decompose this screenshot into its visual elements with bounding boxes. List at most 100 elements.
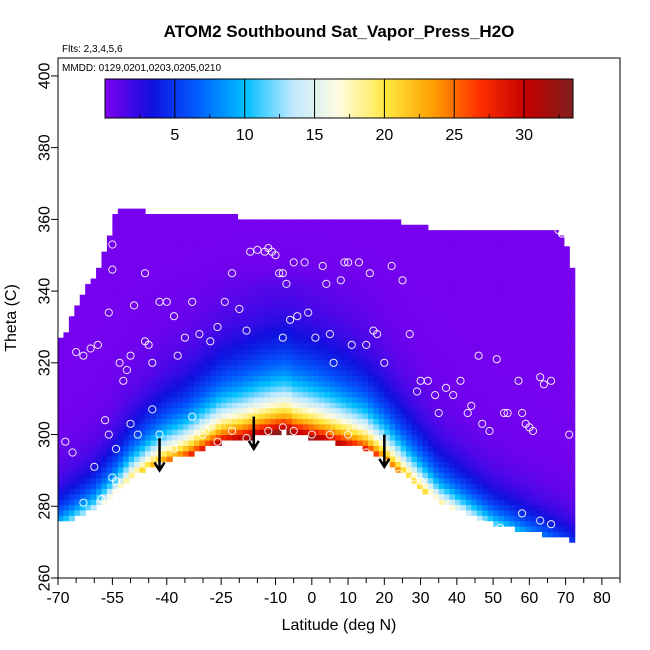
heatmap-cell bbox=[542, 337, 549, 344]
heatmap-cell bbox=[68, 343, 75, 350]
heatmap-cell bbox=[324, 219, 331, 226]
heatmap-cell bbox=[552, 343, 559, 350]
heatmap-cell bbox=[476, 499, 483, 506]
heatmap-cell bbox=[558, 321, 565, 328]
heatmap-cell bbox=[471, 402, 478, 409]
heatmap-cell bbox=[509, 509, 516, 516]
heatmap-cell bbox=[340, 343, 347, 350]
heatmap-cell bbox=[514, 326, 521, 333]
heatmap-cell bbox=[302, 289, 309, 296]
heatmap-cell bbox=[302, 267, 309, 274]
heatmap-cell bbox=[335, 246, 342, 253]
heatmap-cell bbox=[329, 402, 336, 409]
heatmap-cell bbox=[85, 413, 92, 420]
observation-point bbox=[275, 269, 284, 278]
heatmap-cell bbox=[455, 230, 462, 237]
heatmap-cell bbox=[302, 332, 309, 339]
plot-frame bbox=[57, 57, 621, 579]
heatmap-cell bbox=[465, 370, 472, 376]
heatmap-cell bbox=[308, 283, 315, 290]
heatmap-cell bbox=[106, 262, 113, 269]
heatmap-cell bbox=[172, 224, 179, 231]
heatmap-cell bbox=[270, 370, 277, 376]
heatmap-cell bbox=[101, 423, 108, 430]
heatmap-cell bbox=[242, 310, 249, 317]
heatmap-cell bbox=[471, 305, 478, 312]
heatmap-cell bbox=[85, 364, 92, 371]
heatmap-cell bbox=[357, 337, 364, 344]
heatmap-cell bbox=[395, 370, 402, 376]
heatmap-cell bbox=[199, 273, 206, 280]
heatmap-cell bbox=[264, 273, 271, 280]
heatmap-cell bbox=[253, 273, 260, 280]
heatmap-cell bbox=[193, 380, 201, 387]
heatmap-cell bbox=[183, 407, 190, 414]
heatmap-cell bbox=[183, 267, 190, 274]
heatmap-cell bbox=[291, 240, 298, 247]
heatmap-cell bbox=[438, 439, 445, 446]
heatmap-cell bbox=[188, 380, 195, 387]
heatmap-cell bbox=[106, 240, 113, 247]
heatmap-cell bbox=[155, 407, 162, 414]
heatmap-cell bbox=[416, 224, 423, 231]
x-tick-label: -55 bbox=[101, 590, 124, 607]
heatmap-cell bbox=[351, 434, 358, 441]
heatmap-cell bbox=[280, 230, 288, 237]
heatmap-cell bbox=[487, 278, 494, 285]
observation-point bbox=[528, 426, 538, 436]
heatmap-cell bbox=[351, 257, 358, 264]
heatmap-cell bbox=[215, 321, 222, 328]
heatmap-cell bbox=[427, 348, 434, 355]
heatmap-cell bbox=[340, 337, 347, 344]
heatmap-cell bbox=[455, 499, 462, 506]
heatmap-cell bbox=[101, 375, 108, 382]
heatmap-cell bbox=[123, 418, 130, 425]
x-tick-label: -25 bbox=[210, 590, 233, 607]
heatmap-cell bbox=[145, 230, 152, 237]
heatmap-cell bbox=[308, 386, 315, 393]
heatmap-cell bbox=[302, 300, 309, 307]
heatmap-cell bbox=[123, 300, 130, 307]
observation-point bbox=[441, 383, 451, 392]
heatmap-cell bbox=[411, 305, 418, 312]
heatmap-cell bbox=[286, 418, 293, 425]
heatmap-cell bbox=[498, 439, 505, 446]
heatmap-cell bbox=[128, 418, 135, 425]
heatmap-cell bbox=[487, 305, 494, 312]
heatmap-cell bbox=[79, 337, 86, 344]
heatmap-cell bbox=[406, 380, 413, 387]
colorbar-segment bbox=[366, 79, 371, 118]
heatmap-cell bbox=[525, 326, 532, 333]
heatmap-cell bbox=[193, 364, 201, 371]
heatmap-cell bbox=[101, 391, 108, 398]
heatmap-cell bbox=[400, 391, 407, 398]
heatmap-cell bbox=[275, 267, 282, 274]
heatmap-cell bbox=[552, 337, 559, 344]
heatmap-cell bbox=[460, 450, 467, 457]
heatmap-cell bbox=[155, 370, 162, 376]
heatmap-cell bbox=[427, 240, 434, 247]
heatmap-cell bbox=[558, 434, 565, 441]
heatmap-cell bbox=[221, 429, 228, 436]
heatmap-cell bbox=[476, 305, 483, 312]
heatmap-cell bbox=[552, 445, 559, 452]
heatmap-cell bbox=[340, 294, 347, 301]
heatmap-cell bbox=[368, 380, 375, 387]
heatmap-cell bbox=[161, 413, 168, 420]
heatmap-cell bbox=[286, 407, 293, 414]
observation-point bbox=[79, 351, 88, 360]
heatmap-cell bbox=[400, 380, 407, 387]
heatmap-cell bbox=[155, 240, 162, 247]
heatmap-cell bbox=[324, 273, 331, 280]
heatmap-cell bbox=[542, 450, 549, 457]
heatmap-cell bbox=[193, 305, 201, 312]
heatmap-cell bbox=[525, 402, 532, 409]
heatmap-cell bbox=[253, 305, 260, 312]
colorbar-frame bbox=[104, 78, 574, 119]
heatmap-cell bbox=[117, 208, 124, 215]
heatmap-cell bbox=[199, 294, 206, 301]
heatmap-cell bbox=[536, 499, 543, 506]
heatmap-cell bbox=[455, 300, 462, 307]
heatmap-cell bbox=[547, 472, 554, 479]
heatmap-cell bbox=[128, 402, 135, 409]
